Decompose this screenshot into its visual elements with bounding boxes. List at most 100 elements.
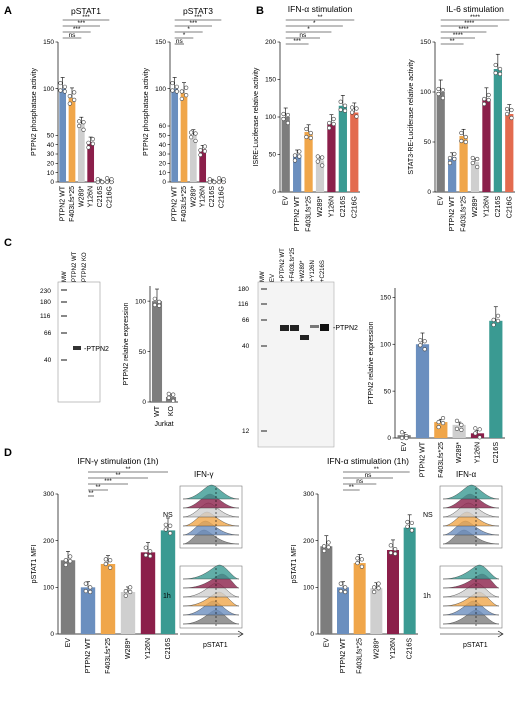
data-point — [436, 424, 441, 430]
data-point — [327, 125, 332, 131]
bar — [208, 182, 216, 183]
x-tick-label: W289* — [456, 442, 463, 463]
data-point — [320, 163, 325, 168]
x-tick-label: EV — [65, 638, 72, 648]
data-point — [326, 545, 331, 550]
chart-title: IL-6 stimulation — [446, 4, 504, 14]
data-point — [88, 589, 93, 595]
data-point — [376, 586, 381, 591]
bar — [68, 98, 76, 182]
x-tick-label: C216S — [165, 638, 172, 660]
data-point — [72, 97, 77, 102]
x-tick-label: PTPN2 WT — [85, 637, 92, 673]
data-point — [123, 593, 128, 598]
data-point — [174, 84, 179, 89]
data-point — [404, 435, 409, 441]
data-point — [90, 141, 95, 146]
flow-row-label: NS — [423, 512, 433, 519]
data-point — [473, 431, 478, 436]
data-point — [393, 551, 398, 556]
y-tick-label: 40 — [47, 142, 55, 149]
y-axis-label: PTPN2 relative expression — [123, 302, 130, 385]
data-point — [475, 156, 480, 162]
flow-histograms-ifn-gamma: IFN-γ NS 1h pSTAT1 — [163, 470, 244, 649]
bar — [470, 433, 485, 438]
data-point — [440, 415, 446, 421]
data-point — [100, 179, 105, 185]
marker-12: 12 — [242, 428, 250, 435]
y-axis-label: PTPN2 relative expression — [368, 321, 375, 404]
sig-label: *** — [73, 26, 81, 33]
western-blot-right: MW EV +PTPN2 WT +F403Lfs*25 +W289* +Y126… — [238, 247, 358, 448]
flow-histograms-ifn-alpha: IFN-α NS 1h pSTAT1 — [423, 470, 504, 649]
data-point — [459, 138, 464, 144]
bar — [353, 563, 366, 634]
x-tick-label: W289* — [373, 638, 380, 659]
bar — [489, 320, 503, 438]
data-point — [281, 116, 286, 122]
bar — [304, 132, 313, 192]
data-point — [477, 435, 482, 440]
data-point — [168, 523, 173, 528]
x-tick-label: W289* — [317, 196, 324, 217]
data-point — [320, 155, 325, 160]
y-tick-label: 100 — [155, 86, 166, 93]
blot-lane-label: +C216S — [320, 260, 326, 282]
x-tick-label: C216S — [407, 638, 414, 660]
x-tick-label: PTPN2 WT — [294, 195, 301, 231]
chart-c2: 0 50 100 150 PTPN2 relative expression EV PTPN… — [368, 288, 505, 478]
data-point — [108, 558, 113, 563]
data-point — [212, 179, 217, 185]
data-point — [349, 105, 355, 110]
sig-label: * — [183, 32, 186, 39]
x-tick-label: EV — [283, 196, 290, 206]
data-point — [163, 522, 168, 527]
arrow-icon — [497, 630, 504, 638]
blot-lane-label: MW — [260, 271, 266, 282]
blot-lane-label: +F403Lfs*25 — [290, 247, 296, 282]
bar — [199, 149, 207, 182]
data-point — [103, 557, 108, 562]
data-point — [281, 111, 286, 117]
group-label: Jurkat — [154, 421, 173, 428]
bar — [434, 422, 448, 438]
data-point — [422, 347, 427, 352]
x-tick-label: Y126N — [88, 186, 95, 207]
x-tick-label: F403Lfs*25 — [181, 186, 188, 222]
data-point — [77, 123, 82, 129]
x-tick-label: KO — [168, 405, 175, 416]
data-point — [372, 589, 377, 595]
data-point — [418, 338, 423, 343]
data-point — [486, 92, 491, 98]
data-point — [189, 130, 194, 135]
y-tick-label: 10 — [47, 170, 55, 177]
sig-label: ** — [450, 38, 456, 45]
y-tick-label: 100 — [265, 114, 276, 121]
sig-label: *** — [190, 20, 198, 27]
data-point — [482, 96, 487, 102]
data-point — [308, 130, 313, 136]
data-point — [90, 136, 95, 142]
data-point — [77, 119, 82, 124]
flow-title: IFN-α — [456, 470, 477, 479]
x-tick-label: WT — [154, 405, 161, 417]
marker-66: 66 — [44, 330, 52, 337]
data-point — [343, 585, 348, 590]
bar — [470, 162, 480, 192]
x-tick-label: Y126N — [475, 442, 482, 463]
sig-label: *** — [78, 20, 86, 27]
data-point — [349, 110, 355, 115]
data-point — [322, 544, 327, 549]
data-point — [174, 89, 179, 94]
sig-label: *** — [194, 14, 202, 21]
data-point — [459, 422, 464, 427]
data-point — [354, 106, 359, 111]
sig-label: ** — [349, 484, 355, 491]
chart-a2: pSTAT3 0 10 20 30 40 50 60 100 150 PTPN2 phosphata… — [143, 6, 226, 222]
data-point — [62, 84, 67, 89]
bar — [387, 550, 399, 634]
x-tick-label: W289* — [472, 196, 479, 217]
data-point — [327, 120, 332, 126]
marker-180: 180 — [238, 286, 249, 293]
y-tick-label: 100 — [303, 585, 314, 592]
